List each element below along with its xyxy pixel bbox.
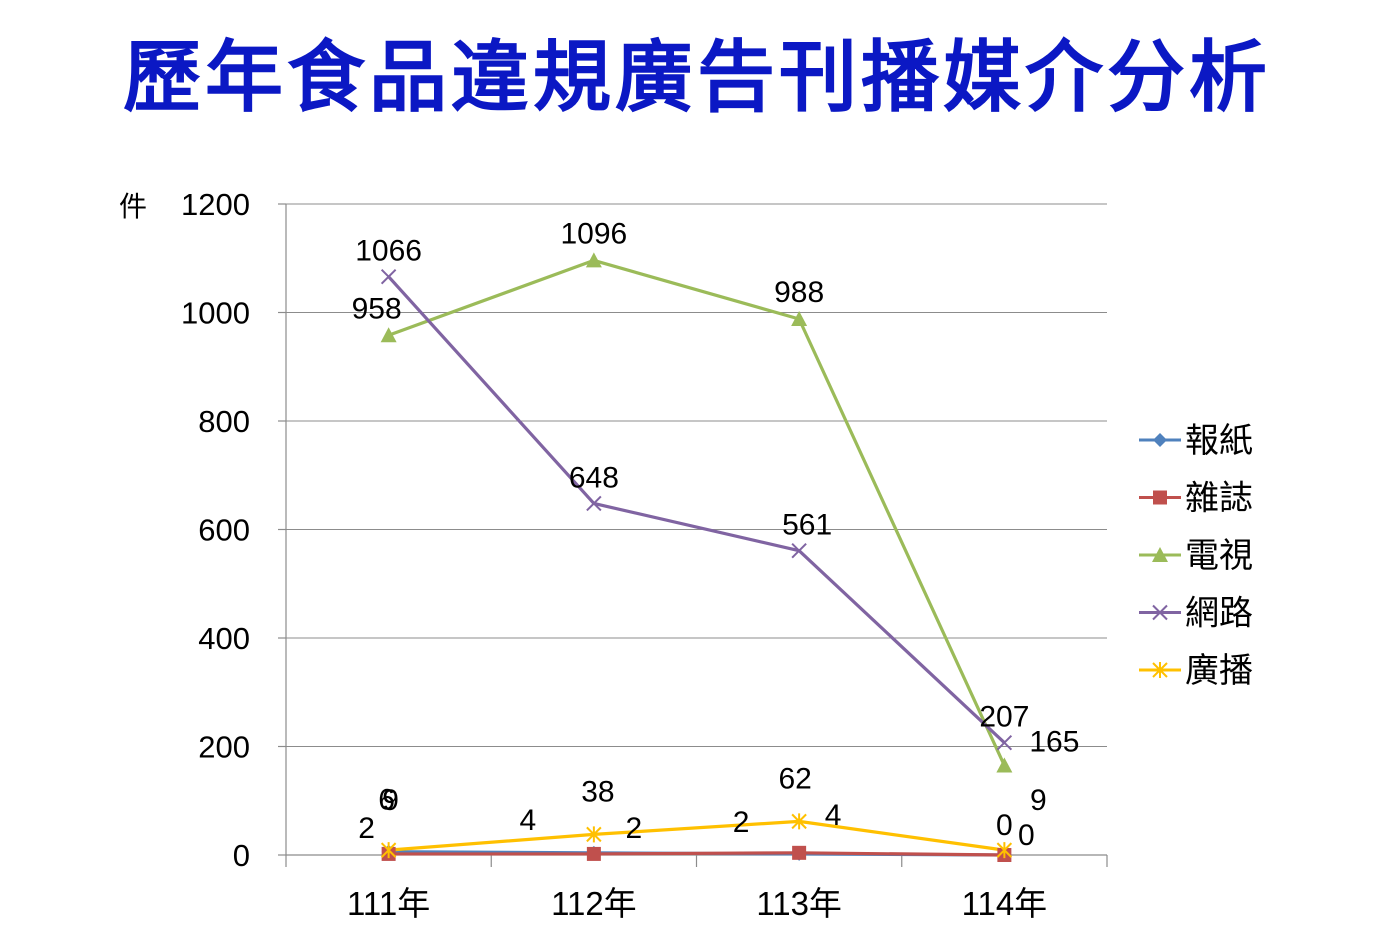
data-label: 9: [382, 784, 399, 817]
y-tick-label: 400: [198, 621, 250, 656]
y-tick-label: 1200: [181, 187, 250, 222]
data-label: 648: [569, 461, 619, 494]
data-label: 62: [778, 762, 811, 795]
chart-title: 歷年食品違規廣告刊播媒介分析: [122, 32, 1271, 123]
data-point: [585, 252, 602, 268]
series-line: [388, 819, 1005, 852]
legend-label: 報紙: [1185, 422, 1253, 460]
data-point: [380, 268, 397, 285]
series-line: [387, 275, 1006, 744]
data-label: 1066: [355, 235, 422, 268]
legend-marker: [1152, 547, 1168, 562]
data-point: [380, 327, 397, 343]
x-tick-label: 112年: [551, 885, 637, 922]
y-tick-label: 800: [198, 404, 250, 439]
data-point: [586, 495, 602, 512]
y-axis-unit-label: 件: [119, 191, 147, 222]
series-line: [388, 851, 1005, 857]
data-point: [791, 542, 807, 559]
series-line: [388, 258, 1006, 767]
data-point: [586, 826, 602, 843]
legend-label: 網路: [1185, 595, 1253, 633]
data-point: [791, 813, 807, 830]
data-label: 0: [1018, 819, 1035, 852]
data-label: 165: [1029, 725, 1079, 758]
data-point: [792, 845, 807, 860]
y-tick-label: 0: [233, 838, 250, 873]
data-point: [996, 734, 1013, 751]
data-point: [996, 757, 1013, 773]
data-label: 9: [1030, 784, 1047, 817]
data-label: 2: [733, 806, 750, 839]
legend-marker: [1152, 662, 1168, 678]
legend-marker: [1153, 433, 1167, 447]
x-tick-label: 111年: [347, 885, 430, 922]
legend-label: 雜誌: [1185, 480, 1253, 518]
x-tick-label: 114年: [962, 885, 1048, 922]
data-label: 1096: [561, 217, 628, 250]
data-label: 38: [581, 775, 614, 808]
data-label: 958: [352, 292, 402, 325]
x-tick-label: 113年: [756, 885, 842, 922]
y-tick-label: 1000: [181, 296, 250, 331]
legend-marker: [1152, 604, 1168, 621]
data-point: [380, 842, 397, 859]
data-point: [586, 846, 601, 861]
data-label: 2: [626, 812, 643, 845]
data-label: 988: [774, 276, 824, 309]
data-label: 2: [358, 812, 375, 845]
data-point: [791, 311, 808, 327]
data-label: 4: [520, 804, 537, 837]
y-tick-label: 600: [198, 513, 250, 548]
legend-marker: [1153, 490, 1167, 505]
data-label: 561: [782, 509, 832, 542]
legend-label: 廣播: [1185, 652, 1253, 690]
y-tick-label: 200: [198, 730, 250, 765]
data-label: 6: [378, 784, 395, 817]
data-label: 4: [825, 799, 842, 832]
legend-label: 電視: [1185, 537, 1253, 575]
data-label: 0: [996, 809, 1013, 842]
data-label: 207: [979, 701, 1029, 734]
data-point: [996, 842, 1013, 859]
